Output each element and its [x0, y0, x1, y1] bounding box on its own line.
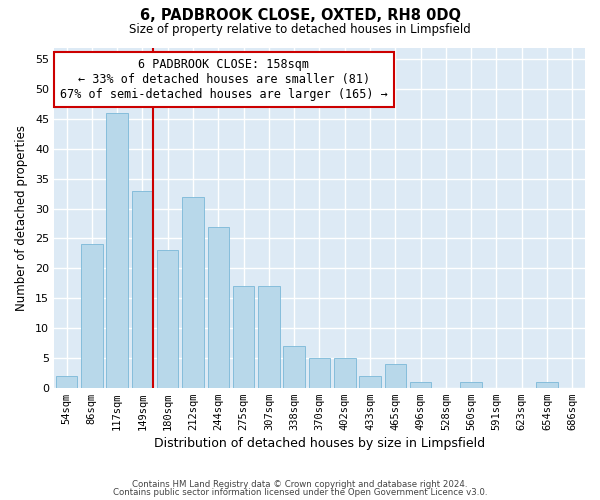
Text: Contains public sector information licensed under the Open Government Licence v3: Contains public sector information licen… — [113, 488, 487, 497]
Bar — [410, 382, 431, 388]
Y-axis label: Number of detached properties: Number of detached properties — [15, 124, 28, 310]
X-axis label: Distribution of detached houses by size in Limpsfield: Distribution of detached houses by size … — [154, 437, 485, 450]
Bar — [334, 358, 356, 388]
Bar — [208, 226, 229, 388]
Bar — [385, 364, 406, 388]
Bar — [258, 286, 280, 388]
Text: Size of property relative to detached houses in Limpsfield: Size of property relative to detached ho… — [129, 22, 471, 36]
Text: Contains HM Land Registry data © Crown copyright and database right 2024.: Contains HM Land Registry data © Crown c… — [132, 480, 468, 489]
Text: 6, PADBROOK CLOSE, OXTED, RH8 0DQ: 6, PADBROOK CLOSE, OXTED, RH8 0DQ — [139, 8, 461, 22]
Bar — [81, 244, 103, 388]
Bar — [157, 250, 178, 388]
Bar — [283, 346, 305, 388]
Bar — [56, 376, 77, 388]
Bar — [182, 196, 204, 388]
Bar — [131, 190, 153, 388]
Bar — [359, 376, 381, 388]
Bar — [309, 358, 330, 388]
Bar — [233, 286, 254, 388]
Bar — [106, 113, 128, 388]
Text: 6 PADBROOK CLOSE: 158sqm
← 33% of detached houses are smaller (81)
67% of semi-d: 6 PADBROOK CLOSE: 158sqm ← 33% of detach… — [60, 58, 388, 100]
Bar — [460, 382, 482, 388]
Bar — [536, 382, 558, 388]
